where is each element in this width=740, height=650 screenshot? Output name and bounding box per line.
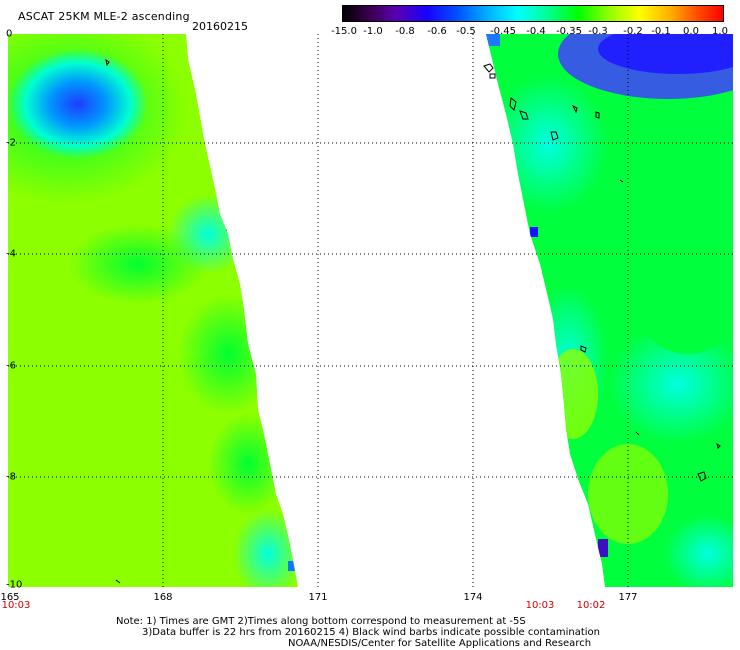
- colorbar-label: -0.35: [556, 26, 582, 37]
- right-swath: [486, 34, 733, 587]
- pass-time: 10:02: [576, 600, 606, 611]
- colorbar-label: -0.45: [490, 26, 516, 37]
- lat-label: -2: [6, 137, 16, 149]
- note-line-2: 3)Data buffer is 22 hrs from 20160215 4)…: [142, 627, 600, 638]
- colorbar-label: -0.3: [588, 26, 608, 37]
- lon-label: 177: [618, 592, 638, 603]
- map-date: 20160215: [192, 20, 248, 33]
- pass-time: 10:03: [1, 600, 31, 611]
- lon-label: 174: [463, 592, 483, 603]
- map-title: ASCAT 25KM MLE-2 ascending: [18, 10, 190, 23]
- island-outlines: [105, 58, 721, 584]
- colorbar: [342, 5, 724, 22]
- lat-label: -4: [6, 248, 16, 260]
- map-plot: [8, 34, 733, 587]
- colorbar-label: -0.4: [526, 26, 546, 37]
- colorbar-label: 0.0: [683, 26, 699, 37]
- lat-label: -10: [6, 579, 23, 591]
- colorbar-label: -0.1: [651, 26, 671, 37]
- pass-time: 10:03: [525, 600, 555, 611]
- note-line-1: Note: 1) Times are GMT 2)Times along bot…: [116, 616, 526, 627]
- lon-label: 168: [153, 592, 173, 603]
- colorbar-label: -0.8: [395, 26, 415, 37]
- lat-label: 0: [6, 28, 13, 40]
- graticule: [8, 34, 733, 587]
- colorbar-label: -0.6: [427, 26, 447, 37]
- colorbar-label: -1.0: [363, 26, 383, 37]
- colorbar-label: 1.0: [712, 26, 728, 37]
- colorbar-label: -15.0: [331, 26, 357, 37]
- note-line-3: NOAA/NESDIS/Center for Satellite Applica…: [288, 638, 592, 649]
- colorbar-label: -0.5: [456, 26, 476, 37]
- lat-label: -6: [6, 360, 16, 372]
- lon-label: 165: [0, 592, 20, 603]
- lat-label: -8: [6, 471, 16, 483]
- colorbar-label: -0.2: [623, 26, 643, 37]
- lon-label: 171: [308, 592, 328, 603]
